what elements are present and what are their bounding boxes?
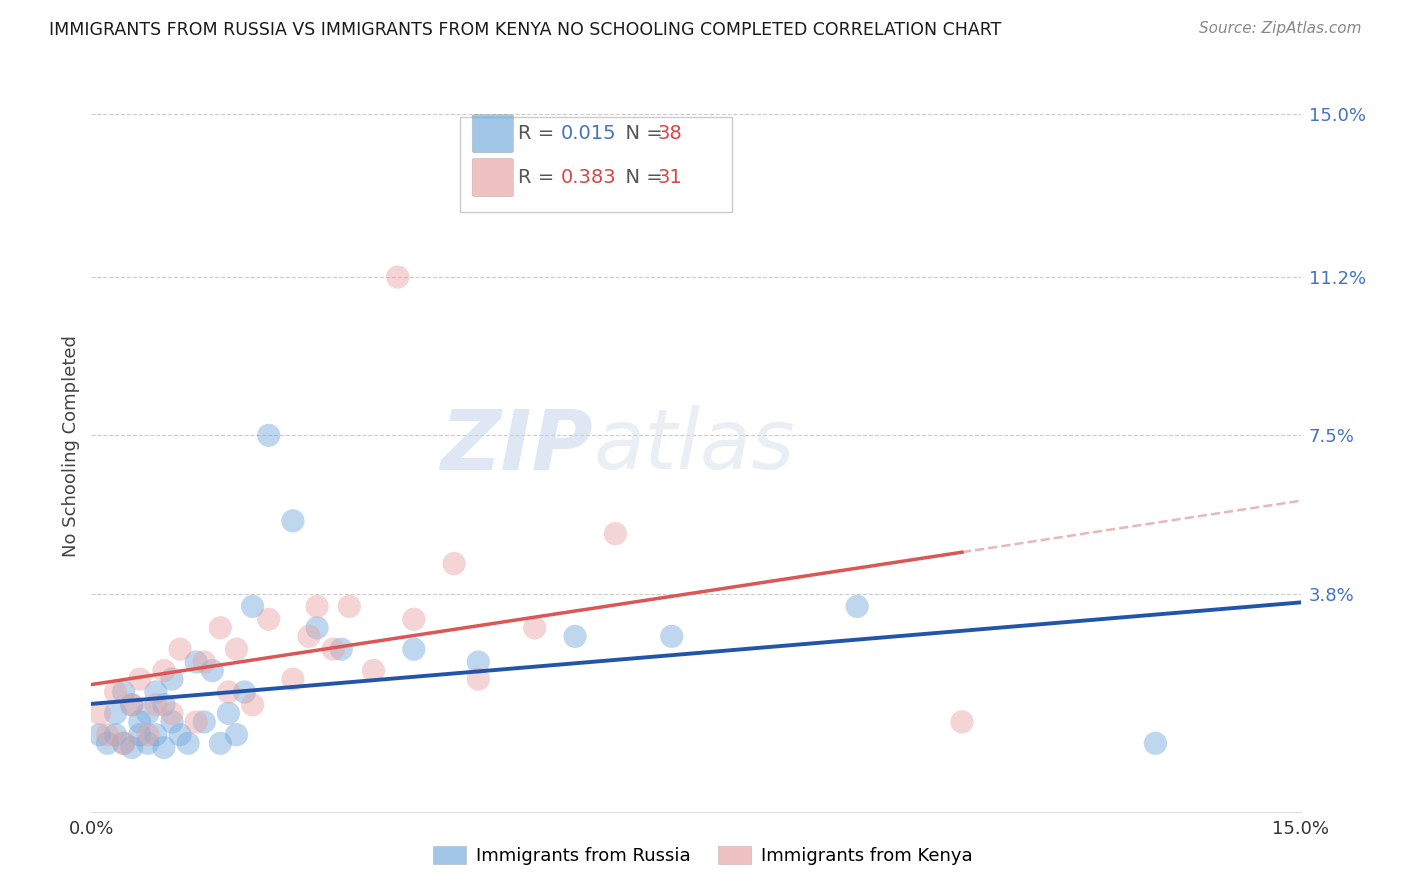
Text: 0.015: 0.015: [561, 124, 616, 143]
Point: [846, 599, 869, 614]
Point: [281, 514, 304, 528]
Point: [209, 621, 232, 635]
Text: R =: R =: [519, 124, 561, 143]
Point: [337, 599, 360, 614]
Y-axis label: No Schooling Completed: No Schooling Completed: [62, 335, 80, 557]
Point: [523, 621, 546, 635]
Point: [217, 706, 239, 721]
Point: [145, 728, 167, 742]
Point: [153, 740, 176, 755]
Point: [950, 714, 973, 729]
Point: [564, 629, 586, 643]
Point: [169, 728, 191, 742]
Point: [104, 685, 127, 699]
Point: [257, 428, 280, 442]
Point: [281, 672, 304, 686]
Point: [186, 714, 208, 729]
Point: [89, 706, 111, 721]
Point: [104, 706, 127, 721]
Text: atlas: atlas: [593, 406, 794, 486]
Text: 31: 31: [657, 168, 682, 186]
Text: 38: 38: [657, 124, 682, 143]
Point: [467, 672, 489, 686]
Point: [330, 642, 353, 657]
Point: [145, 698, 167, 712]
Point: [257, 612, 280, 626]
Point: [153, 698, 176, 712]
Point: [121, 698, 143, 712]
FancyBboxPatch shape: [472, 159, 513, 196]
Point: [225, 728, 247, 742]
Point: [112, 736, 135, 750]
Point: [160, 672, 183, 686]
FancyBboxPatch shape: [472, 115, 513, 153]
Point: [242, 599, 264, 614]
Point: [177, 736, 200, 750]
Point: [104, 728, 127, 742]
Point: [136, 728, 159, 742]
Point: [121, 740, 143, 755]
Point: [153, 664, 176, 678]
Text: 0.383: 0.383: [561, 168, 616, 186]
Point: [402, 642, 425, 657]
Point: [136, 736, 159, 750]
Point: [307, 599, 329, 614]
Text: Source: ZipAtlas.com: Source: ZipAtlas.com: [1198, 21, 1361, 37]
Text: IMMIGRANTS FROM RUSSIA VS IMMIGRANTS FROM KENYA NO SCHOOLING COMPLETED CORRELATI: IMMIGRANTS FROM RUSSIA VS IMMIGRANTS FRO…: [49, 21, 1001, 39]
Point: [96, 736, 118, 750]
Point: [605, 526, 627, 541]
Point: [112, 736, 135, 750]
Point: [160, 706, 183, 721]
Point: [145, 685, 167, 699]
Text: R =: R =: [519, 168, 561, 186]
Point: [193, 714, 215, 729]
Point: [201, 664, 224, 678]
Point: [322, 642, 344, 657]
Point: [193, 655, 215, 669]
Point: [1144, 736, 1167, 750]
Point: [121, 698, 143, 712]
Point: [242, 698, 264, 712]
Point: [128, 714, 150, 729]
Point: [443, 557, 465, 571]
Point: [128, 728, 150, 742]
FancyBboxPatch shape: [460, 117, 733, 212]
Point: [298, 629, 321, 643]
Point: [402, 612, 425, 626]
Point: [217, 685, 239, 699]
Text: N =: N =: [613, 168, 668, 186]
Point: [661, 629, 683, 643]
Point: [112, 685, 135, 699]
Legend: Immigrants from Russia, Immigrants from Kenya: Immigrants from Russia, Immigrants from …: [426, 839, 980, 872]
Point: [89, 728, 111, 742]
Point: [186, 655, 208, 669]
Point: [363, 664, 385, 678]
Point: [233, 685, 256, 699]
Point: [96, 728, 118, 742]
Point: [169, 642, 191, 657]
Text: ZIP: ZIP: [440, 406, 593, 486]
Text: N =: N =: [613, 124, 668, 143]
Point: [128, 672, 150, 686]
Point: [307, 621, 329, 635]
Point: [209, 736, 232, 750]
Point: [136, 706, 159, 721]
Point: [387, 270, 409, 285]
Point: [225, 642, 247, 657]
Point: [160, 714, 183, 729]
Point: [467, 655, 489, 669]
